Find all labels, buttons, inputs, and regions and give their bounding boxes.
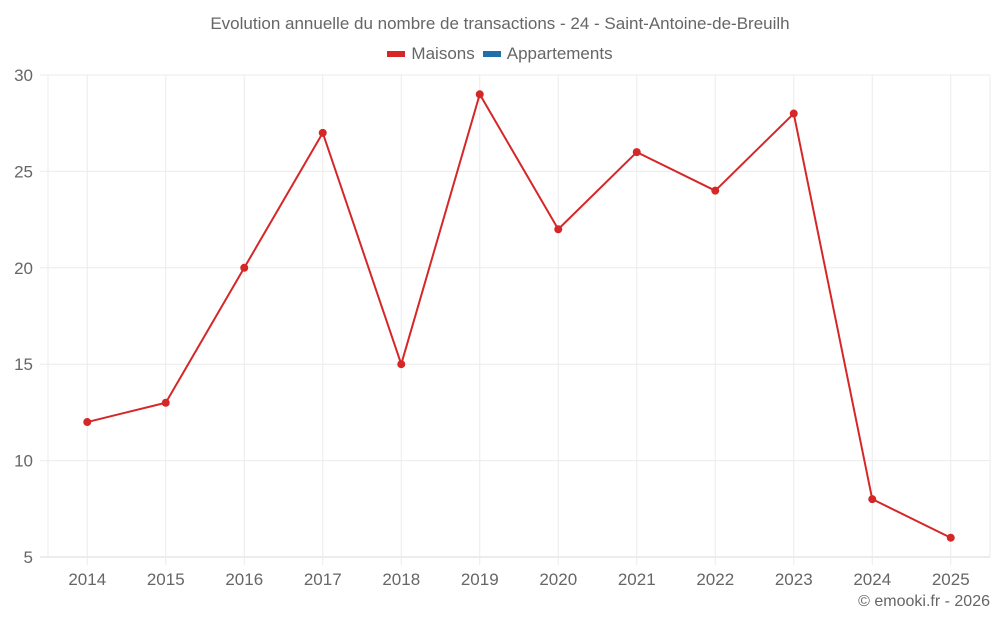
data-point[interactable] <box>161 398 170 407</box>
y-tick-label: 10 <box>14 452 33 471</box>
x-tick-label: 2023 <box>775 570 813 589</box>
data-point[interactable] <box>240 263 249 272</box>
y-tick-label: 5 <box>24 548 33 567</box>
data-point[interactable] <box>789 109 798 118</box>
grid <box>40 74 991 565</box>
data-point[interactable] <box>475 90 484 99</box>
x-tick-label: 2015 <box>147 570 185 589</box>
x-tick-label: 2016 <box>225 570 263 589</box>
x-tick-label: 2017 <box>304 570 342 589</box>
x-tick-label: 2021 <box>618 570 656 589</box>
y-tick-label: 20 <box>14 259 33 278</box>
data-point[interactable] <box>632 148 641 157</box>
x-tick-label: 2022 <box>696 570 734 589</box>
legend-label-maisons: Maisons <box>411 44 475 63</box>
x-tick-label: 2020 <box>539 570 577 589</box>
y-tick-label: 15 <box>14 355 33 374</box>
data-point[interactable] <box>554 225 563 234</box>
y-axis: 5 10 15 20 25 30 <box>14 66 33 567</box>
legend-label-appartements: Appartements <box>506 44 613 63</box>
x-tick-label: 2025 <box>932 570 970 589</box>
data-point[interactable] <box>868 495 877 504</box>
credit: © emooki.fr - 2026 <box>858 593 990 610</box>
x-tick-label: 2024 <box>853 570 891 589</box>
data-point[interactable] <box>83 418 92 427</box>
maisons-swatch-icon <box>387 51 406 57</box>
x-tick-label: 2018 <box>382 570 420 589</box>
data-point[interactable] <box>946 533 955 542</box>
y-tick-label: 30 <box>14 66 33 85</box>
appartements-swatch-icon <box>482 51 501 57</box>
x-tick-label: 2014 <box>68 570 106 589</box>
x-tick-label: 2019 <box>461 570 499 589</box>
series-maisons <box>83 90 955 542</box>
y-tick-label: 25 <box>14 162 33 181</box>
data-point[interactable] <box>318 128 327 137</box>
x-axis: 2014 2015 2016 2017 2018 2019 2020 2021 2022 2023… <box>68 570 969 589</box>
data-point[interactable] <box>397 360 406 369</box>
legend: Maisons Appartements <box>0 44 1000 64</box>
legend-item-maisons[interactable]: Maisons <box>387 44 475 64</box>
data-point[interactable] <box>711 186 720 195</box>
chart-title: Evolution annuelle du nombre de transact… <box>210 14 790 33</box>
legend-item-appartements[interactable]: Appartements <box>482 44 613 64</box>
